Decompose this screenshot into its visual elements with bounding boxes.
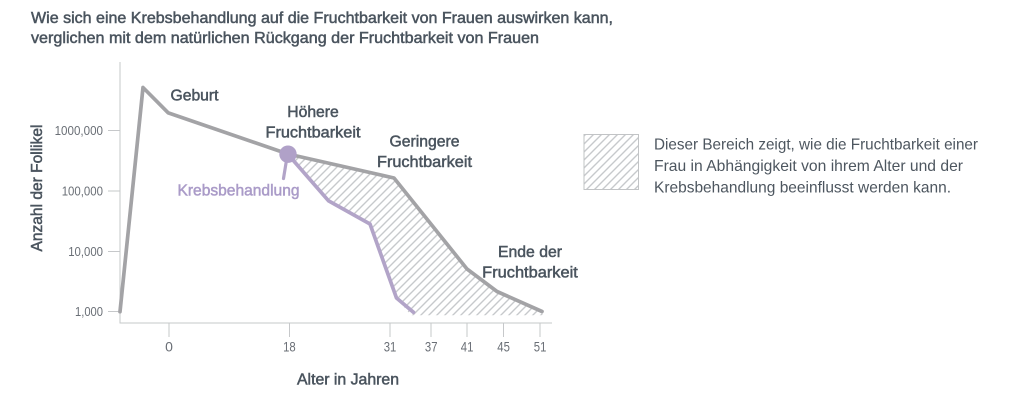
- svg-text:0: 0: [165, 339, 173, 355]
- svg-text:Wie sich eine Krebsbehandlung: Wie sich eine Krebsbehandlung auf die Fr…: [31, 10, 613, 27]
- svg-text:1000,000: 1000,000: [55, 124, 103, 138]
- svg-text:Krebsbehandlung beeinflusst we: Krebsbehandlung beeinflusst werden kann.: [654, 180, 951, 197]
- svg-text:verglichen mit dem natürlichen: verglichen mit dem natürlichen Rückgang …: [31, 30, 539, 47]
- svg-text:Anzahl der Follikel: Anzahl der Follikel: [29, 125, 46, 252]
- svg-text:45: 45: [497, 339, 510, 355]
- svg-text:Alter in Jahren: Alter in Jahren: [297, 372, 399, 389]
- svg-text:41: 41: [461, 339, 474, 355]
- svg-text:31: 31: [384, 339, 397, 355]
- svg-text:Geburt: Geburt: [171, 88, 220, 105]
- svg-text:Fruchtbarkeit: Fruchtbarkeit: [377, 154, 473, 171]
- svg-text:Fruchtbarkeit: Fruchtbarkeit: [266, 125, 362, 142]
- svg-text:Dieser Bereich zeigt, wie die: Dieser Bereich zeigt, wie die Fruchtbark…: [654, 136, 979, 153]
- svg-text:18: 18: [283, 339, 296, 355]
- svg-text:Ende der: Ende der: [498, 244, 563, 261]
- svg-text:10,000: 10,000: [68, 245, 103, 259]
- svg-text:100,000: 100,000: [62, 185, 103, 199]
- svg-text:1,000: 1,000: [75, 305, 103, 319]
- svg-text:Höhere: Höhere: [287, 104, 339, 121]
- svg-text:51: 51: [534, 339, 547, 355]
- svg-text:Krebsbehandlung: Krebsbehandlung: [178, 183, 300, 200]
- svg-text:Frau in Abhängigkeit von ihrem: Frau in Abhängigkeit von ihrem Alter und…: [654, 158, 964, 175]
- svg-text:Geringere: Geringere: [390, 134, 460, 151]
- svg-text:Fruchtbarkeit: Fruchtbarkeit: [482, 265, 578, 282]
- svg-text:37: 37: [425, 339, 438, 355]
